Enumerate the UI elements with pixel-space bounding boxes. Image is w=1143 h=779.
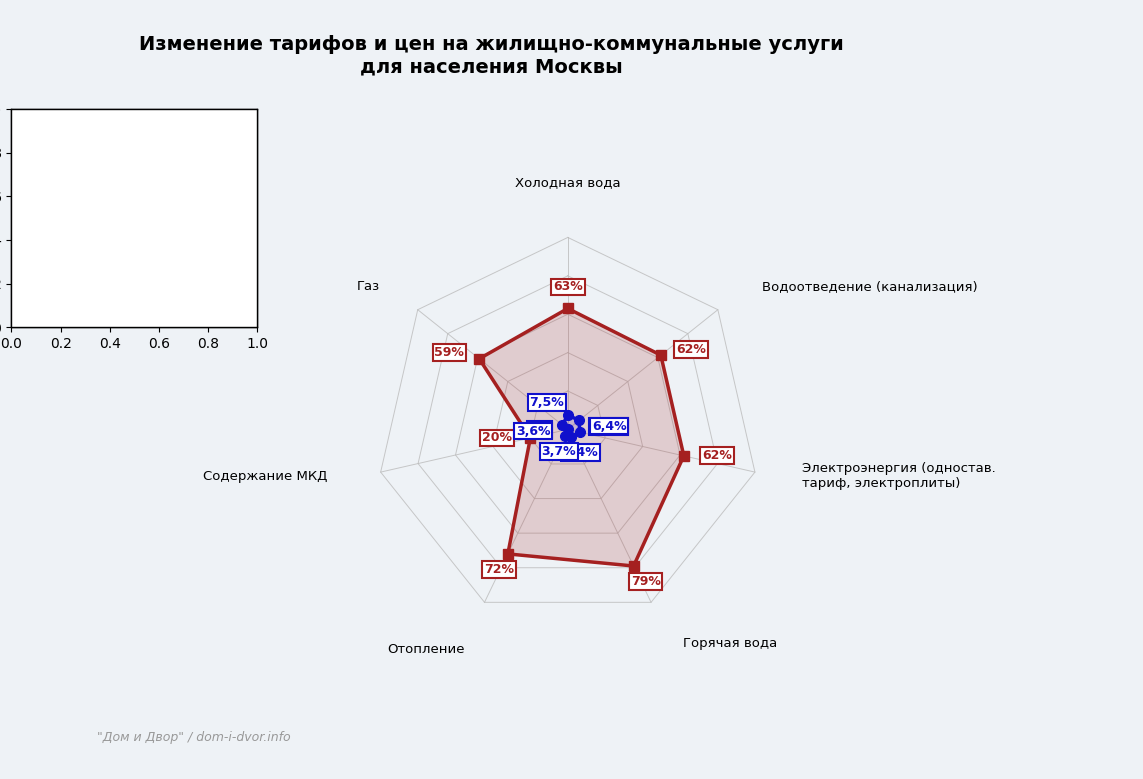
Text: Газ: Газ <box>357 280 379 293</box>
Text: Рост тарифов и цен на ЖКУ: Рост тарифов и цен на ЖКУ <box>54 139 238 153</box>
Text: Рост тарифов и цен на ЖКУ: Рост тарифов и цен на ЖКУ <box>29 140 214 153</box>
Text: 62%: 62% <box>702 449 732 463</box>
Text: Водоотведение (канализация): Водоотведение (канализация) <box>762 280 977 293</box>
Text: Холодная вода: Холодная вода <box>515 177 621 189</box>
Text: 3,6%: 3,6% <box>515 425 551 438</box>
Text: 2011-2018 (% за 7 лет): 2011-2018 (% за 7 лет) <box>29 164 179 177</box>
Text: Горячая вода: Горячая вода <box>682 636 777 650</box>
Text: "Дом и Двор" / dom-i-dvor.info: "Дом и Двор" / dom-i-dvor.info <box>97 731 291 744</box>
Text: Рост тарифов и цен на ЖКУ: Рост тарифов и цен на ЖКУ <box>54 235 238 249</box>
Text: Содержание МКД: Содержание МКД <box>202 470 327 483</box>
Text: 79%: 79% <box>631 575 661 588</box>
Text: 6,4%: 6,4% <box>592 420 626 432</box>
Text: 3,7%: 3,7% <box>542 445 576 458</box>
Text: 20%: 20% <box>482 432 512 445</box>
Polygon shape <box>562 415 580 437</box>
Text: Изменение тарифов и цен на жилищно-коммунальные услуги
для населения Москвы: Изменение тарифов и цен на жилищно-комму… <box>139 35 844 76</box>
Text: 4,4%: 4,4% <box>563 446 598 459</box>
Text: 7,5%: 7,5% <box>529 396 565 409</box>
Polygon shape <box>479 308 684 566</box>
Text: 2017-2018 (% за 1 год): 2017-2018 (% за 1 год) <box>54 270 205 284</box>
Text: 62%: 62% <box>676 343 705 356</box>
Text: 0%: 0% <box>528 423 550 436</box>
Text: 2011-2018 (% за 7 лет): 2011-2018 (% за 7 лет) <box>54 174 205 188</box>
Text: Отопление: Отопление <box>387 643 465 655</box>
Text: 72%: 72% <box>483 563 514 576</box>
Text: 63%: 63% <box>553 280 583 294</box>
Text: 59%: 59% <box>434 347 464 359</box>
Text: 7,5%: 7,5% <box>591 420 626 433</box>
Text: Электроэнергия (одностав.
тариф, электроплиты): Электроэнергия (одностав. тариф, электро… <box>802 462 997 490</box>
